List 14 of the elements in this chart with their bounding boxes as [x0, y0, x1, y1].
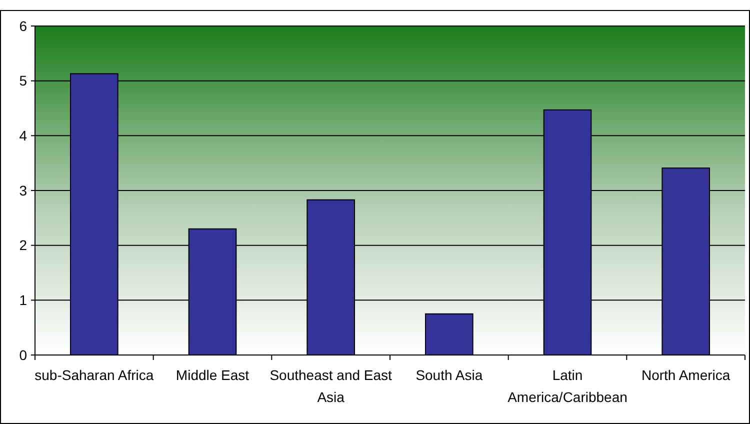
x-tick-label: South Asia: [416, 367, 483, 383]
y-tick-label: 6: [19, 18, 28, 34]
y-tick-label: 1: [19, 292, 28, 308]
x-tick-label: sub-Saharan Africa: [34, 367, 154, 383]
x-tick-label: Southeast and East Asia: [270, 367, 392, 405]
bar: [425, 313, 474, 356]
y-tick-label: 0: [19, 346, 28, 363]
y-tick-label: 2: [19, 237, 28, 254]
y-tick-label: 5: [19, 72, 28, 89]
y-tick-label: 3: [19, 182, 28, 198]
x-tick-label: North America: [641, 367, 730, 383]
y-tick-label: 4: [19, 128, 28, 144]
x-tick-label: Middle East: [176, 367, 250, 383]
x-tick-label: Latin America/Caribbean: [508, 367, 628, 405]
